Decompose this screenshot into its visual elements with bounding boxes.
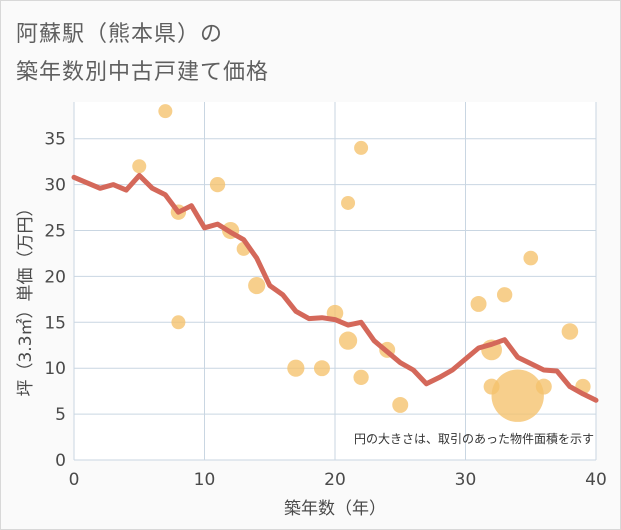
scatter-point: [470, 295, 487, 312]
scatter-point: [523, 250, 539, 266]
scatter-point: [171, 315, 186, 330]
y-tick-label: 20: [44, 267, 66, 287]
y-tick-label: 30: [44, 176, 66, 196]
trend-line-group: [71, 172, 599, 403]
tick-labels: 0 10 20 30 40 0 5 10 15 20 25 30 35: [44, 130, 606, 490]
scatter-point: [132, 159, 147, 174]
scatter-point: [491, 369, 544, 422]
y-tick-label: 10: [44, 359, 66, 379]
y-tick-label: 25: [44, 222, 66, 242]
x-tick-label: 20: [324, 470, 346, 490]
x-axis-label: 築年数（年）: [284, 499, 386, 519]
scatter-point: [535, 378, 552, 395]
scatter-points: [132, 104, 591, 422]
scatter-point: [353, 369, 369, 386]
y-tick-label: 15: [44, 313, 66, 333]
x-tick-label: 0: [69, 470, 80, 490]
x-tick-label: 40: [585, 470, 607, 490]
scatter-point: [287, 359, 305, 377]
y-tick-label: 0: [55, 451, 66, 471]
chart-title-line1: 阿蘇駅（熊本県）の: [16, 22, 224, 47]
scatter-point: [496, 287, 513, 303]
y-tick-label: 35: [44, 130, 66, 150]
scatter-point: [209, 176, 226, 193]
size-note: 円の大きさは、取引のあった物件面積を示す: [354, 431, 594, 446]
scatter-point: [338, 331, 358, 350]
chart-title-line2: 築年数別中古戸建て価格: [16, 60, 270, 85]
y-axis-label: 坪（3.3㎡）単価（万円）: [16, 199, 36, 396]
scatter-point: [354, 140, 369, 155]
scatter-point: [248, 277, 266, 295]
x-tick-label: 10: [194, 470, 216, 490]
scatter-point: [561, 323, 579, 340]
trend-line: [71, 172, 599, 403]
scatter-point: [392, 396, 409, 413]
y-tick-label: 5: [55, 405, 66, 425]
scatter-point: [158, 104, 173, 119]
scatter-point: [341, 195, 356, 210]
scatter-point: [313, 360, 330, 377]
x-tick-label: 30: [455, 470, 477, 490]
